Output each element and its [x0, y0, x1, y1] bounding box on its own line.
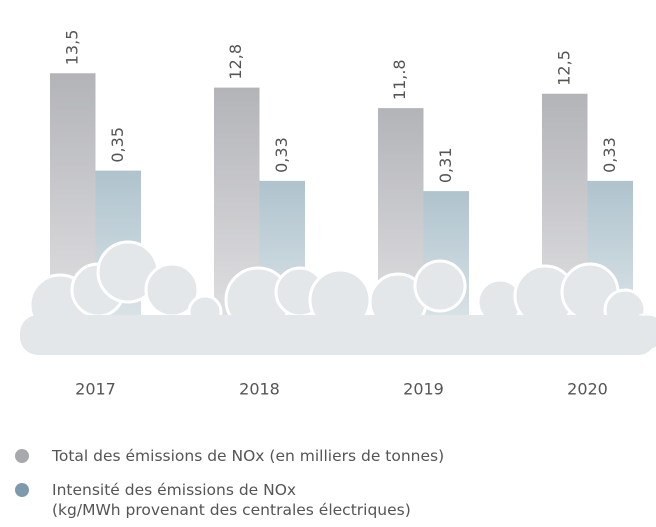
page: 13,5 12,8 11,.8 12,5 0,35 0,33 0,31 0,33 2017 201… — [0, 0, 656, 527]
x-tick-label: 2019 — [403, 380, 444, 399]
value-label: 12,5 — [554, 50, 573, 86]
x-tick-label: 2017 — [75, 380, 116, 399]
value-label: 12,8 — [226, 44, 245, 80]
legend-label: Intensité des émissions de NOx (kg/MWh p… — [52, 480, 411, 520]
value-label: 0,35 — [108, 127, 127, 163]
x-tick-label: 2018 — [239, 380, 280, 399]
x-tick-label: 2020 — [567, 380, 608, 399]
legend-label: Total des émissions de NOx (en milliers … — [52, 446, 444, 466]
legend-marker — [15, 449, 29, 463]
value-label: 13,5 — [62, 30, 81, 66]
legend-markers — [0, 0, 40, 527]
chart: 13,5 12,8 11,.8 12,5 0,35 0,33 0,31 0,33 2017 201… — [0, 0, 656, 420]
value-label: 0,33 — [272, 137, 291, 173]
legend-marker — [15, 483, 29, 497]
value-label: 0,33 — [600, 137, 619, 173]
value-label: 0,31 — [436, 148, 455, 184]
value-label: 11,.8 — [390, 59, 409, 100]
